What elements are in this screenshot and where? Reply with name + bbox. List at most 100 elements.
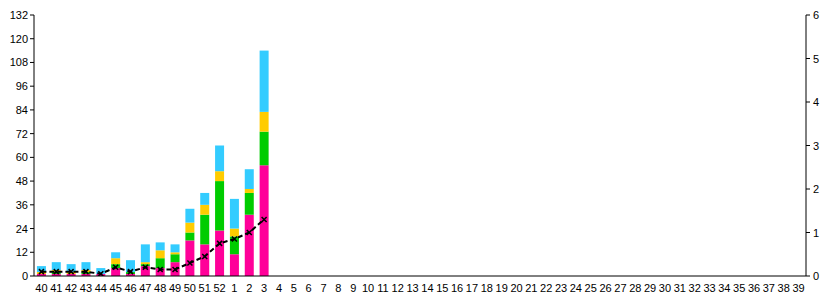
x-tick-label: 42 [65,282,77,294]
bar-segment [171,252,180,254]
y-tick-label: 132 [10,9,28,21]
x-tick-label: 17 [466,282,478,294]
bar-segment [245,169,254,189]
bar-segment [215,146,224,172]
x-tick-label: 6 [306,282,312,294]
x-tick-label: 22 [540,282,552,294]
y-tick [30,133,34,134]
x-tick-label: 25 [585,282,597,294]
x-tick-label: 34 [718,282,730,294]
x-tick-label: 43 [80,282,92,294]
y2-tick-label: 4 [813,96,819,108]
bar-segment [260,112,269,132]
y2-tick-label: 6 [813,9,819,21]
x-tick-label: 46 [124,282,136,294]
y-tick-label: 84 [16,104,28,116]
bar-segment [171,254,180,262]
x-tick-label: 37 [763,282,775,294]
bar-segment [260,165,269,276]
bar-segment [111,252,120,258]
bar-segment [245,189,254,193]
x-tick-label: 3 [261,282,267,294]
x-tick-label: 16 [451,282,463,294]
bar-segment [52,262,61,270]
y-tick [30,181,34,182]
chart: 0122436486072849610812013201234564041424… [0,0,839,300]
bar-segment [185,209,194,223]
x-tick-label: 19 [496,282,508,294]
bar-segment [185,223,194,233]
x-tick-label: 14 [421,282,433,294]
bar-segment [230,254,239,276]
x-tick-label: 24 [570,282,582,294]
x-tick-label: 49 [169,282,181,294]
plot-area [37,51,269,276]
line-marker [54,269,59,274]
bar-segment [81,262,90,270]
bar-segment [230,229,239,237]
line-marker [98,271,103,276]
bar-segment [260,132,269,166]
y2-tick [806,58,810,59]
x-tick-label: 39 [792,282,804,294]
x-tick-label: 8 [335,282,341,294]
x-tick-label: 1 [231,282,237,294]
x-tick-label: 41 [50,282,62,294]
line-marker [187,260,192,265]
x-tick-label: 48 [154,282,166,294]
bar-segment [200,193,209,205]
y2-tick [806,15,810,16]
x-tick-label: 9 [350,282,356,294]
bar-segment [200,244,209,276]
bar-segment [260,51,269,112]
x-tick-label: 45 [110,282,122,294]
x-tick-label: 20 [510,282,522,294]
line-marker [173,267,178,272]
y-tick-label: 24 [16,223,28,235]
y-tick [30,252,34,253]
y-tick [30,62,34,63]
y-tick-label: 48 [16,175,28,187]
y2-tick-label: 3 [813,140,819,152]
y-tick [30,204,34,205]
x-tick-label: 18 [481,282,493,294]
bar-segment [156,258,165,268]
x-tick-label: 38 [778,282,790,294]
x-tick-label: 13 [406,282,418,294]
line-marker [247,230,252,235]
x-axis [34,276,806,277]
x-tick-label: 33 [703,282,715,294]
x-tick-label: 32 [689,282,701,294]
x-tick-label: 5 [291,282,297,294]
x-tick-label: 29 [644,282,656,294]
line-marker [202,254,207,259]
x-tick-label: 11 [377,282,388,294]
y2-tick-label: 0 [813,270,819,282]
y2-tick [806,232,810,233]
y-axis [34,15,35,276]
bar-segment [245,193,254,215]
line-marker [128,269,133,274]
x-tick-label: 40 [35,282,47,294]
y2-tick [806,102,810,103]
y-tick [30,157,34,158]
x-tick-label: 21 [525,282,537,294]
line-marker [113,265,118,270]
bar-segment [171,244,180,252]
bar-segment [200,205,209,215]
x-tick-label: 27 [614,282,626,294]
x-tick-label: 7 [320,282,326,294]
bar-segment [156,250,165,258]
bar-segment [141,244,150,262]
y-tick-label: 60 [16,151,28,163]
y2-tick-label: 1 [813,227,819,239]
bar-segment [156,242,165,250]
y-tick-label: 0 [22,270,28,282]
x-tick-label: 50 [184,282,196,294]
bar-segment [185,240,194,276]
x-tick-label: 10 [362,282,374,294]
bar-segment [185,233,194,241]
y-tick [30,38,34,39]
x-tick-label: 52 [213,282,225,294]
line-marker [39,269,44,274]
